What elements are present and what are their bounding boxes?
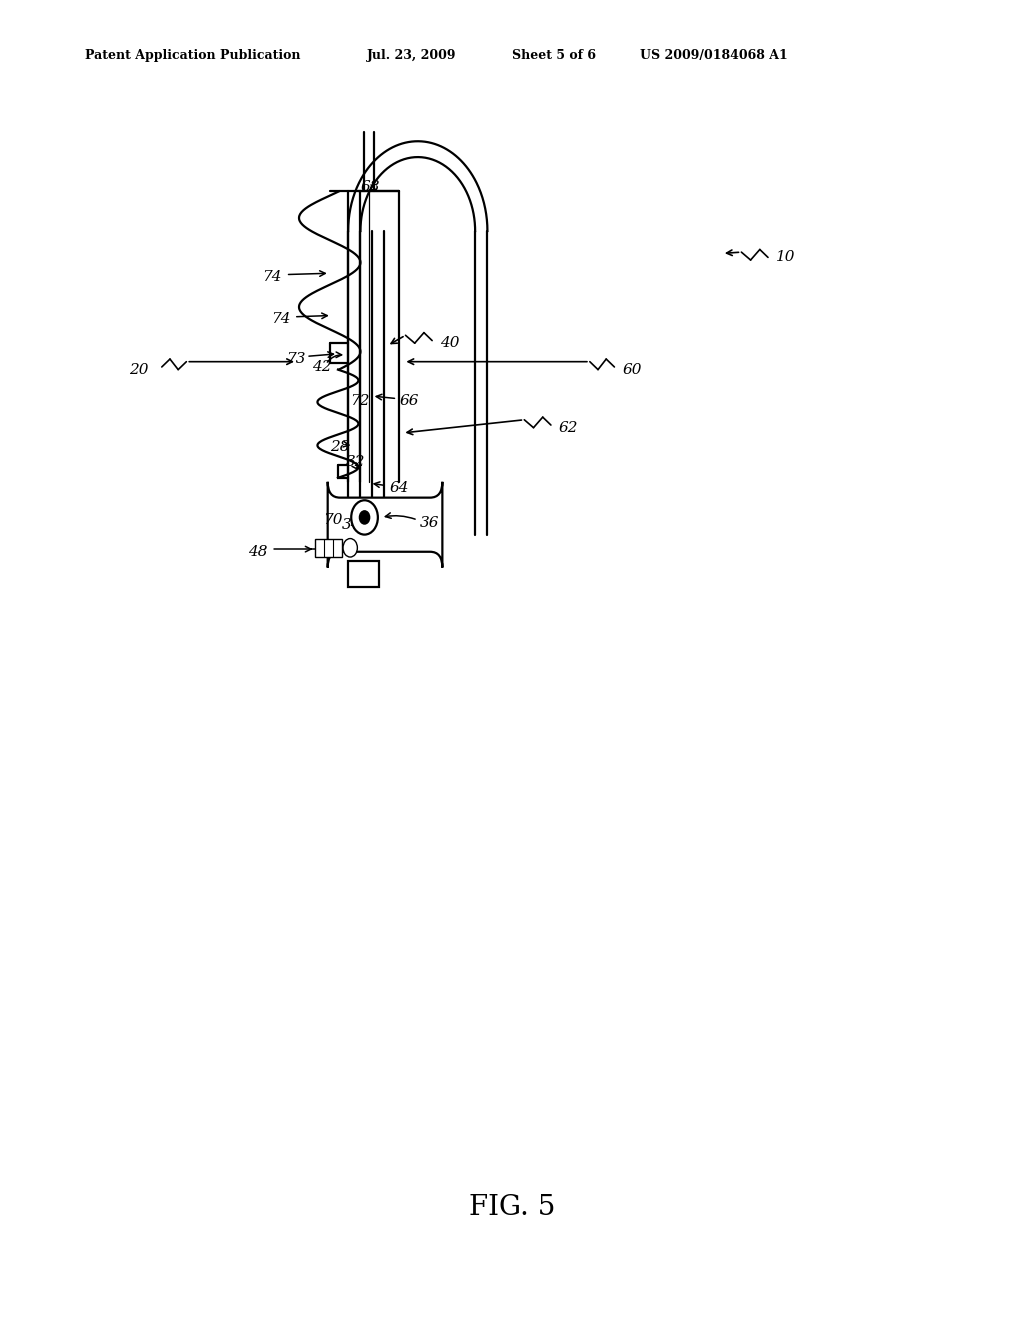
Text: 70: 70 (324, 513, 343, 527)
Text: 34: 34 (342, 519, 361, 532)
Text: 72: 72 (350, 395, 370, 408)
Text: 36: 36 (420, 516, 439, 529)
Text: 74: 74 (262, 271, 282, 284)
Circle shape (359, 511, 370, 524)
Text: US 2009/0184068 A1: US 2009/0184068 A1 (640, 49, 787, 62)
Text: Jul. 23, 2009: Jul. 23, 2009 (367, 49, 456, 62)
Text: 62: 62 (558, 421, 578, 434)
Text: FIG. 5: FIG. 5 (469, 1195, 555, 1221)
Text: Sheet 5 of 6: Sheet 5 of 6 (512, 49, 596, 62)
Text: 40: 40 (440, 337, 460, 350)
Text: 20: 20 (129, 363, 148, 376)
Text: 68: 68 (360, 181, 380, 194)
Text: 42: 42 (312, 360, 332, 374)
Circle shape (343, 539, 357, 557)
Text: 28: 28 (330, 441, 349, 454)
Text: 66: 66 (399, 395, 419, 408)
Text: 74: 74 (271, 313, 291, 326)
Text: 48: 48 (248, 545, 267, 558)
Text: 64: 64 (389, 482, 409, 495)
Bar (315, 539, 342, 557)
Text: 60: 60 (623, 363, 642, 376)
Text: 73: 73 (286, 352, 305, 366)
Text: 32: 32 (346, 455, 366, 469)
Circle shape (351, 500, 378, 535)
Text: Patent Application Publication: Patent Application Publication (85, 49, 300, 62)
Text: 10: 10 (776, 251, 796, 264)
Bar (348, 561, 379, 587)
FancyBboxPatch shape (328, 482, 442, 568)
